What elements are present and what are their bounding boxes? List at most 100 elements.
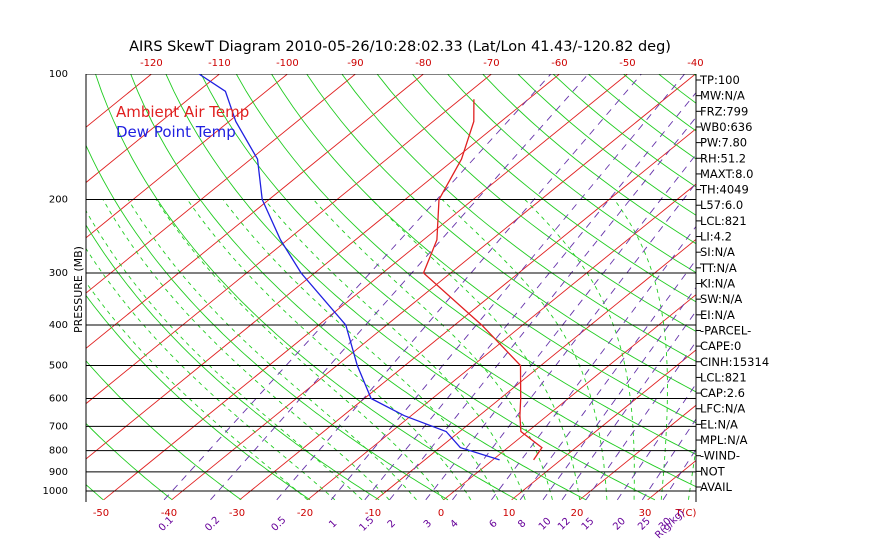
- top-temp-tick-label: -100: [276, 58, 299, 69]
- isotherm-line: [579, 404, 696, 501]
- side-panel-item: -PARCEL-: [700, 323, 751, 337]
- mixing-ratio-tick-label: 10: [537, 516, 554, 533]
- side-panel-item: CAPE:0: [700, 339, 741, 353]
- dry-adiabat-line: [86, 484, 104, 501]
- mixing-ratio-line: [163, 74, 552, 501]
- dry-adiabat-line: [200, 74, 696, 488]
- side-panel-item: SW:N/A: [700, 292, 742, 306]
- side-panel-item: WB0:636: [700, 120, 752, 134]
- mixing-ratio-tick-label: 8: [516, 518, 528, 530]
- isotherm-line: [375, 238, 696, 501]
- mixing-ratio-tick-label: 6: [488, 518, 500, 530]
- side-panel-item: EL:N/A: [700, 417, 738, 431]
- side-panel-item: FRZ:799: [700, 104, 748, 118]
- side-panel-item: CAP:2.6: [700, 386, 745, 400]
- side-panel-item: LCL:821: [700, 214, 747, 228]
- side-panel-item: TT:N/A: [699, 261, 737, 275]
- mixing-ratio-tick-label: 4: [449, 518, 461, 530]
- mixing-ratio-line: [276, 74, 642, 501]
- dry-adiabat-line: [130, 74, 587, 501]
- isotherm-line: [171, 74, 696, 501]
- isotherm-line: [86, 74, 424, 349]
- side-panel-item: SI:N/A: [700, 245, 735, 259]
- bottom-temp-tick-label: 0: [438, 508, 444, 519]
- moist-adiabat-line: [613, 199, 668, 500]
- moist-adiabat-line: [688, 444, 696, 500]
- side-panel-item: MAXT:8.0: [700, 167, 753, 181]
- dry-adiabat-line: [764, 74, 870, 500]
- pressure-tick-label: 500: [49, 360, 68, 371]
- isotherm-line: [86, 74, 492, 405]
- pressure-tick-label: 700: [49, 421, 68, 432]
- side-panel-item: NOT: [700, 464, 726, 478]
- side-panel-item: LI:4.2: [700, 230, 732, 244]
- moist-adiabat-line: [155, 199, 445, 501]
- isotherm-line: [86, 74, 560, 460]
- grid-layer: [0, 74, 870, 501]
- bottom-temp-tick-label: -20: [297, 508, 313, 519]
- moist-adiabat-line: [86, 209, 363, 501]
- moist-adiabat-line: [371, 199, 581, 500]
- isotherm-line: [647, 459, 696, 501]
- mixing-ratio-line: [210, 74, 589, 501]
- isotherm-line: [307, 183, 696, 501]
- dry-adiabat-line: [376, 74, 696, 332]
- dry-adiabat-line: [86, 422, 173, 501]
- dry-adiabat-line: [235, 74, 696, 455]
- bottom-temp-tick-label: 10: [503, 508, 516, 519]
- isotherm-line: [511, 349, 696, 501]
- mixing-ratio-line: [519, 259, 696, 501]
- side-panel-item: MW:N/A: [700, 89, 745, 103]
- bottom-temp-tick-label: -30: [229, 508, 245, 519]
- dry-adiabat-line: [0, 74, 34, 500]
- mixing-ratio-line: [389, 116, 696, 501]
- dry-adiabat-line: [447, 74, 696, 274]
- top-temp-tick-label: -60: [551, 58, 567, 69]
- mixing-ratio-line: [364, 91, 696, 501]
- dry-adiabat-line: [800, 74, 870, 500]
- top-temp-tick-label: -110: [208, 58, 231, 69]
- top-temp-tick-label: -90: [347, 58, 363, 69]
- pressure-tick-label: 1000: [43, 486, 68, 497]
- bottom-temp-tick-label: -50: [93, 508, 109, 519]
- moist-adiabat-line: [743, 200, 819, 500]
- bottom-temp-tick-label: -40: [161, 508, 177, 519]
- dew-point-temp-line: [198, 74, 500, 461]
- mixing-ratio-tick-label: 3: [422, 518, 434, 530]
- dry-adiabat-line: [86, 224, 380, 501]
- isotherm-line: [86, 74, 356, 294]
- side-panel-item: -WIND-: [700, 449, 740, 463]
- isotherm-line: [86, 74, 220, 184]
- dry-adiabat-line: [517, 74, 696, 216]
- moist-adiabat-line: [524, 199, 635, 500]
- moist-adiabat-line: [102, 199, 390, 501]
- chart-title: AIRS SkewT Diagram 2010-05-26/10:28:02.3…: [129, 39, 671, 55]
- side-panel-item: KI:N/A: [700, 277, 735, 291]
- mixing-ratio-tick-label: 2: [386, 518, 398, 530]
- mixing-ratio-line: [491, 225, 696, 501]
- bottom-temp-tick-label: 30: [639, 508, 652, 519]
- side-panel-item: TH:4049: [699, 183, 749, 197]
- ambient-air-temp-line: [422, 99, 543, 461]
- dry-adiabat-line: [729, 74, 870, 500]
- dry-adiabat-line: [341, 74, 696, 362]
- side-panel-item: RH:51.2: [700, 151, 746, 165]
- moist-adiabat-line: [86, 281, 308, 501]
- pressure-tick-label: 300: [49, 268, 68, 279]
- side-panel-item: L57:6.0: [700, 198, 743, 212]
- isotherm-line: [443, 294, 696, 501]
- dry-adiabat-line: [86, 294, 311, 501]
- bottom-temp-tick-label: 20: [571, 508, 584, 519]
- mixing-ratio-line: [330, 74, 685, 501]
- pressure-tick-label: 900: [49, 467, 68, 478]
- top-temp-tick-label: -120: [140, 58, 163, 69]
- pressure-tick-label: 100: [49, 69, 68, 80]
- isotherm-line: [0, 74, 83, 500]
- dry-adiabat-line: [95, 74, 518, 501]
- moist-adiabat-line: [127, 199, 417, 501]
- mixing-ratio-line: [662, 448, 696, 501]
- isotherm-line: [86, 74, 288, 239]
- pressure-tick-label: 200: [49, 195, 68, 206]
- dry-adiabat-line: [271, 74, 696, 424]
- side-panel-item: LFC:N/A: [700, 402, 745, 416]
